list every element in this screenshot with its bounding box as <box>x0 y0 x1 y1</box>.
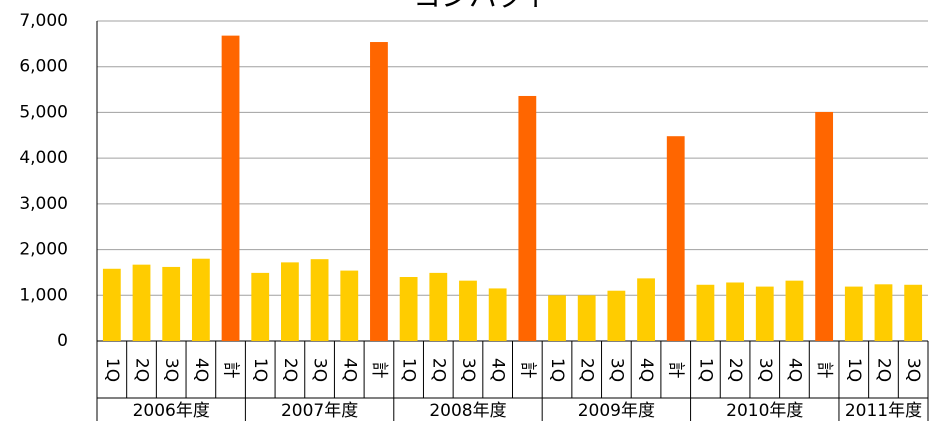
x-tick-label: 3Q <box>161 358 181 382</box>
bar <box>162 266 181 341</box>
x-tick-label: 3Q <box>903 358 923 382</box>
x-tick-label: 2Q <box>280 358 300 382</box>
x-tick-label: 4Q <box>191 358 211 382</box>
chart-title: コンパクト <box>413 0 553 13</box>
bar <box>518 95 537 341</box>
x-tick-label: 1Q <box>547 358 567 382</box>
x-tick-label: 3Q <box>755 358 775 382</box>
bar <box>370 42 388 342</box>
bar <box>191 258 210 341</box>
x-tick-label: 4Q <box>488 358 508 382</box>
bar <box>281 262 299 341</box>
bar <box>102 268 121 341</box>
bar <box>815 111 834 341</box>
bar <box>132 264 151 341</box>
bar <box>488 288 507 341</box>
y-tick-label: 2,000 <box>19 240 68 260</box>
y-tick-label: 5,000 <box>19 102 68 122</box>
x-tick-label: 4Q <box>636 358 656 382</box>
x-tick-label: 1Q <box>844 358 864 382</box>
x-tick-label: 2Q <box>577 358 597 382</box>
x-tick-label: 計 <box>369 362 389 379</box>
bar <box>874 284 893 341</box>
y-tick-label: 3,000 <box>19 194 68 214</box>
bar <box>340 270 359 341</box>
bar <box>904 284 923 341</box>
x-tick-label: 2Q <box>428 358 448 382</box>
bar <box>666 136 685 341</box>
y-tick-label: 1,000 <box>19 285 68 305</box>
bar <box>251 272 270 341</box>
x-tick-label: 3Q <box>458 358 478 382</box>
bar <box>221 35 240 341</box>
x-tick-label: 計 <box>221 362 241 379</box>
x-tick-label: 4Q <box>339 358 359 382</box>
bar <box>785 280 804 341</box>
bar <box>310 259 329 341</box>
group-label: 2009年度 <box>578 401 655 421</box>
y-tick-label: 6,000 <box>19 57 68 77</box>
bar <box>459 280 477 341</box>
group-label: 2008年度 <box>429 401 506 421</box>
x-tick-label: 1Q <box>399 358 419 382</box>
bar <box>726 282 744 341</box>
group-label: 2010年度 <box>726 401 803 421</box>
group-label: 2006年度 <box>133 401 210 421</box>
group-label: 2007年度 <box>281 401 358 421</box>
group-label: 2011年度 <box>845 401 922 421</box>
bar <box>607 290 626 341</box>
x-tick-label: 2Q <box>873 358 893 382</box>
x-tick-label: 2Q <box>725 358 745 382</box>
x-tick-label: 1Q <box>250 358 270 382</box>
bar <box>577 295 596 341</box>
x-tick-label: 3Q <box>310 358 330 382</box>
y-tick-label: 4,000 <box>19 148 68 168</box>
x-tick-label: 4Q <box>784 358 804 382</box>
x-tick-label: 計 <box>517 362 537 379</box>
x-tick-label: 3Q <box>606 358 626 382</box>
bar <box>548 295 566 341</box>
bar <box>696 284 715 341</box>
x-tick-label: 計 <box>666 362 686 379</box>
x-tick-label: 1Q <box>695 358 715 382</box>
bar <box>637 278 655 341</box>
y-tick-label: 0 <box>57 331 68 351</box>
x-tick-label: 1Q <box>102 358 122 382</box>
x-tick-label: 計 <box>814 362 834 379</box>
bar <box>844 286 863 341</box>
bar <box>399 277 418 341</box>
bar <box>429 272 448 341</box>
bar <box>755 286 774 341</box>
y-tick-label: 7,000 <box>19 11 68 31</box>
x-tick-label: 2Q <box>132 358 152 382</box>
